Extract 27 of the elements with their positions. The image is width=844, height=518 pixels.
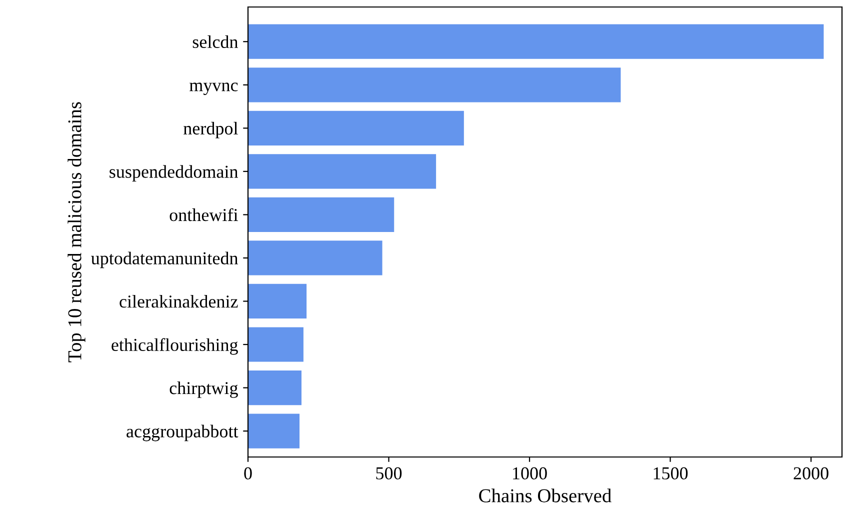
bar — [248, 110, 464, 146]
bar — [248, 327, 304, 362]
y-tick-label: cilerakinakdeniz — [120, 294, 238, 308]
bar — [248, 68, 621, 102]
x-axis-title: Chains Observed — [479, 488, 612, 502]
x-tick-label: 2000 — [794, 467, 828, 480]
y-axis-title: Top 10 reused malicious domains — [68, 102, 86, 362]
y-tick-label: acggroupabbott — [126, 424, 238, 442]
bar — [248, 414, 300, 448]
y-tick-label: myvnc — [190, 82, 238, 96]
y-tick-label: selcdn — [192, 35, 238, 48]
y-tick-label: onthewifi — [170, 208, 238, 222]
x-tick-label: 500 — [376, 467, 402, 480]
y-tick-label: nerdpol — [184, 122, 238, 138]
y-tick-label: uptodatemanunitedn — [91, 252, 238, 268]
bar — [248, 154, 436, 189]
y-tick-label: ethicalflourishing — [112, 338, 238, 355]
x-tick-label: 1500 — [654, 467, 688, 480]
bar — [248, 24, 824, 59]
bar — [248, 197, 394, 232]
x-tick-label: 0 — [244, 467, 252, 480]
y-tick-label: suspendeddomain — [110, 165, 238, 182]
bar — [248, 240, 382, 276]
bar — [248, 284, 307, 319]
y-tick-label: chirptwig — [170, 382, 238, 398]
x-tick-label: 1000 — [513, 467, 547, 480]
bar — [248, 370, 302, 406]
